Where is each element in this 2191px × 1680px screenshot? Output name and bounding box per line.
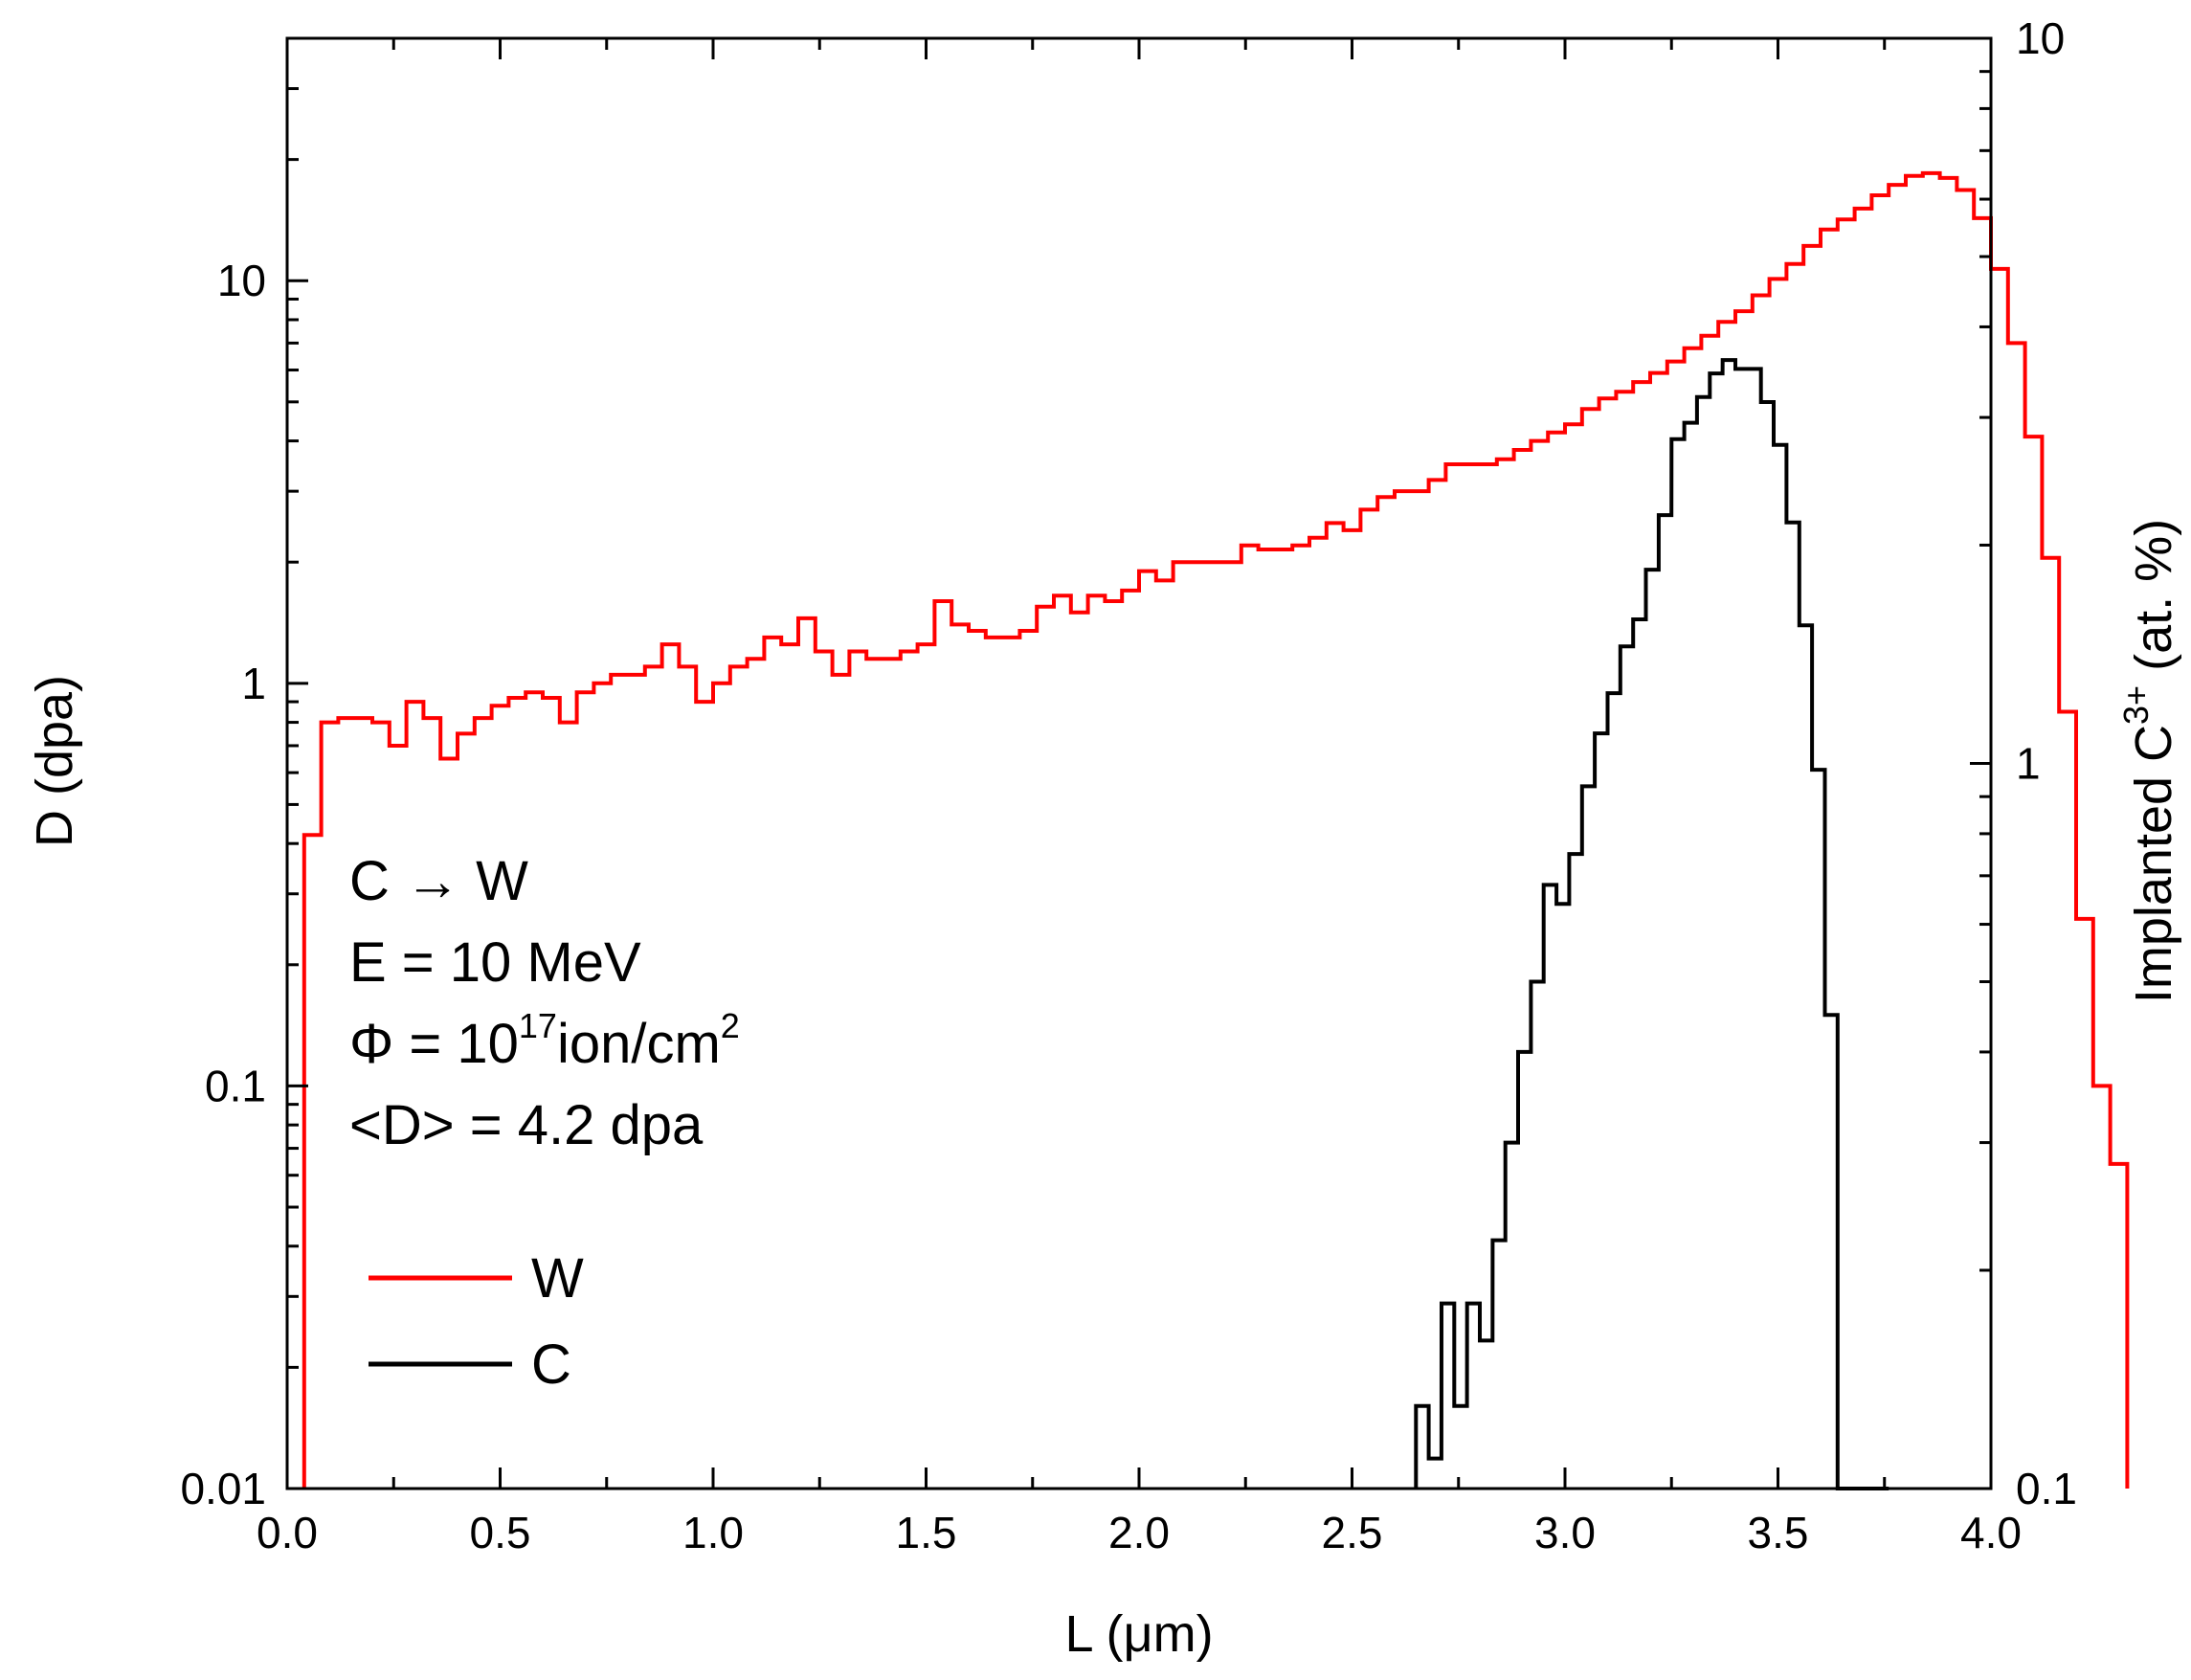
- y2-tick-label: 0.1: [2016, 1464, 2077, 1513]
- x-tick-label: 4.0: [1960, 1508, 2022, 1557]
- legend: W C: [369, 1247, 584, 1396]
- series-c-line: [1414, 358, 1889, 1490]
- legend-label-c: C: [531, 1333, 571, 1396]
- x-tick-label: 1.0: [682, 1508, 744, 1557]
- y-tick-label: 1: [241, 659, 266, 708]
- x-tick-label: 3.5: [1748, 1508, 1809, 1557]
- annotation-reaction: C → W: [349, 850, 528, 912]
- y-axis-title: D (dpa): [26, 675, 83, 847]
- x-tick-label: 0.5: [470, 1508, 531, 1557]
- tick-labels: 0.0 0.5 1.0 1.5 2.0 2.5 3.0 3.5 4.0 0.01 0.1 1 10 0.1…: [180, 13, 2076, 1557]
- x-axis-title: L (μm): [1064, 1605, 1213, 1663]
- plot-content: [302, 170, 2130, 1490]
- axis-ticks: [285, 36, 1993, 1490]
- y-tick-label: 0.01: [180, 1464, 266, 1513]
- y2-tick-label: 1: [2016, 739, 2041, 789]
- annotation-mean-dose: <D> = 4.2 dpa: [349, 1094, 704, 1156]
- y2-axis-title: Implanted C3+ (at. %): [2116, 519, 2182, 1003]
- x-tick-label: 2.0: [1108, 1508, 1170, 1557]
- x-tick-label: 0.0: [257, 1508, 318, 1557]
- series-w-line: [302, 170, 2130, 1489]
- annotation-energy: E = 10 MeV: [349, 931, 641, 994]
- legend-label-w: W: [531, 1247, 584, 1310]
- y-tick-label: 10: [217, 256, 266, 305]
- y2-tick-label: 10: [2016, 13, 2065, 63]
- annotation-fluence: Φ = 1017ion/cm2: [349, 1006, 740, 1075]
- x-tick-label: 2.5: [1322, 1508, 1383, 1557]
- x-tick-label: 3.0: [1534, 1508, 1596, 1557]
- y-tick-label: 0.1: [205, 1061, 266, 1110]
- x-tick-label: 1.5: [896, 1508, 957, 1557]
